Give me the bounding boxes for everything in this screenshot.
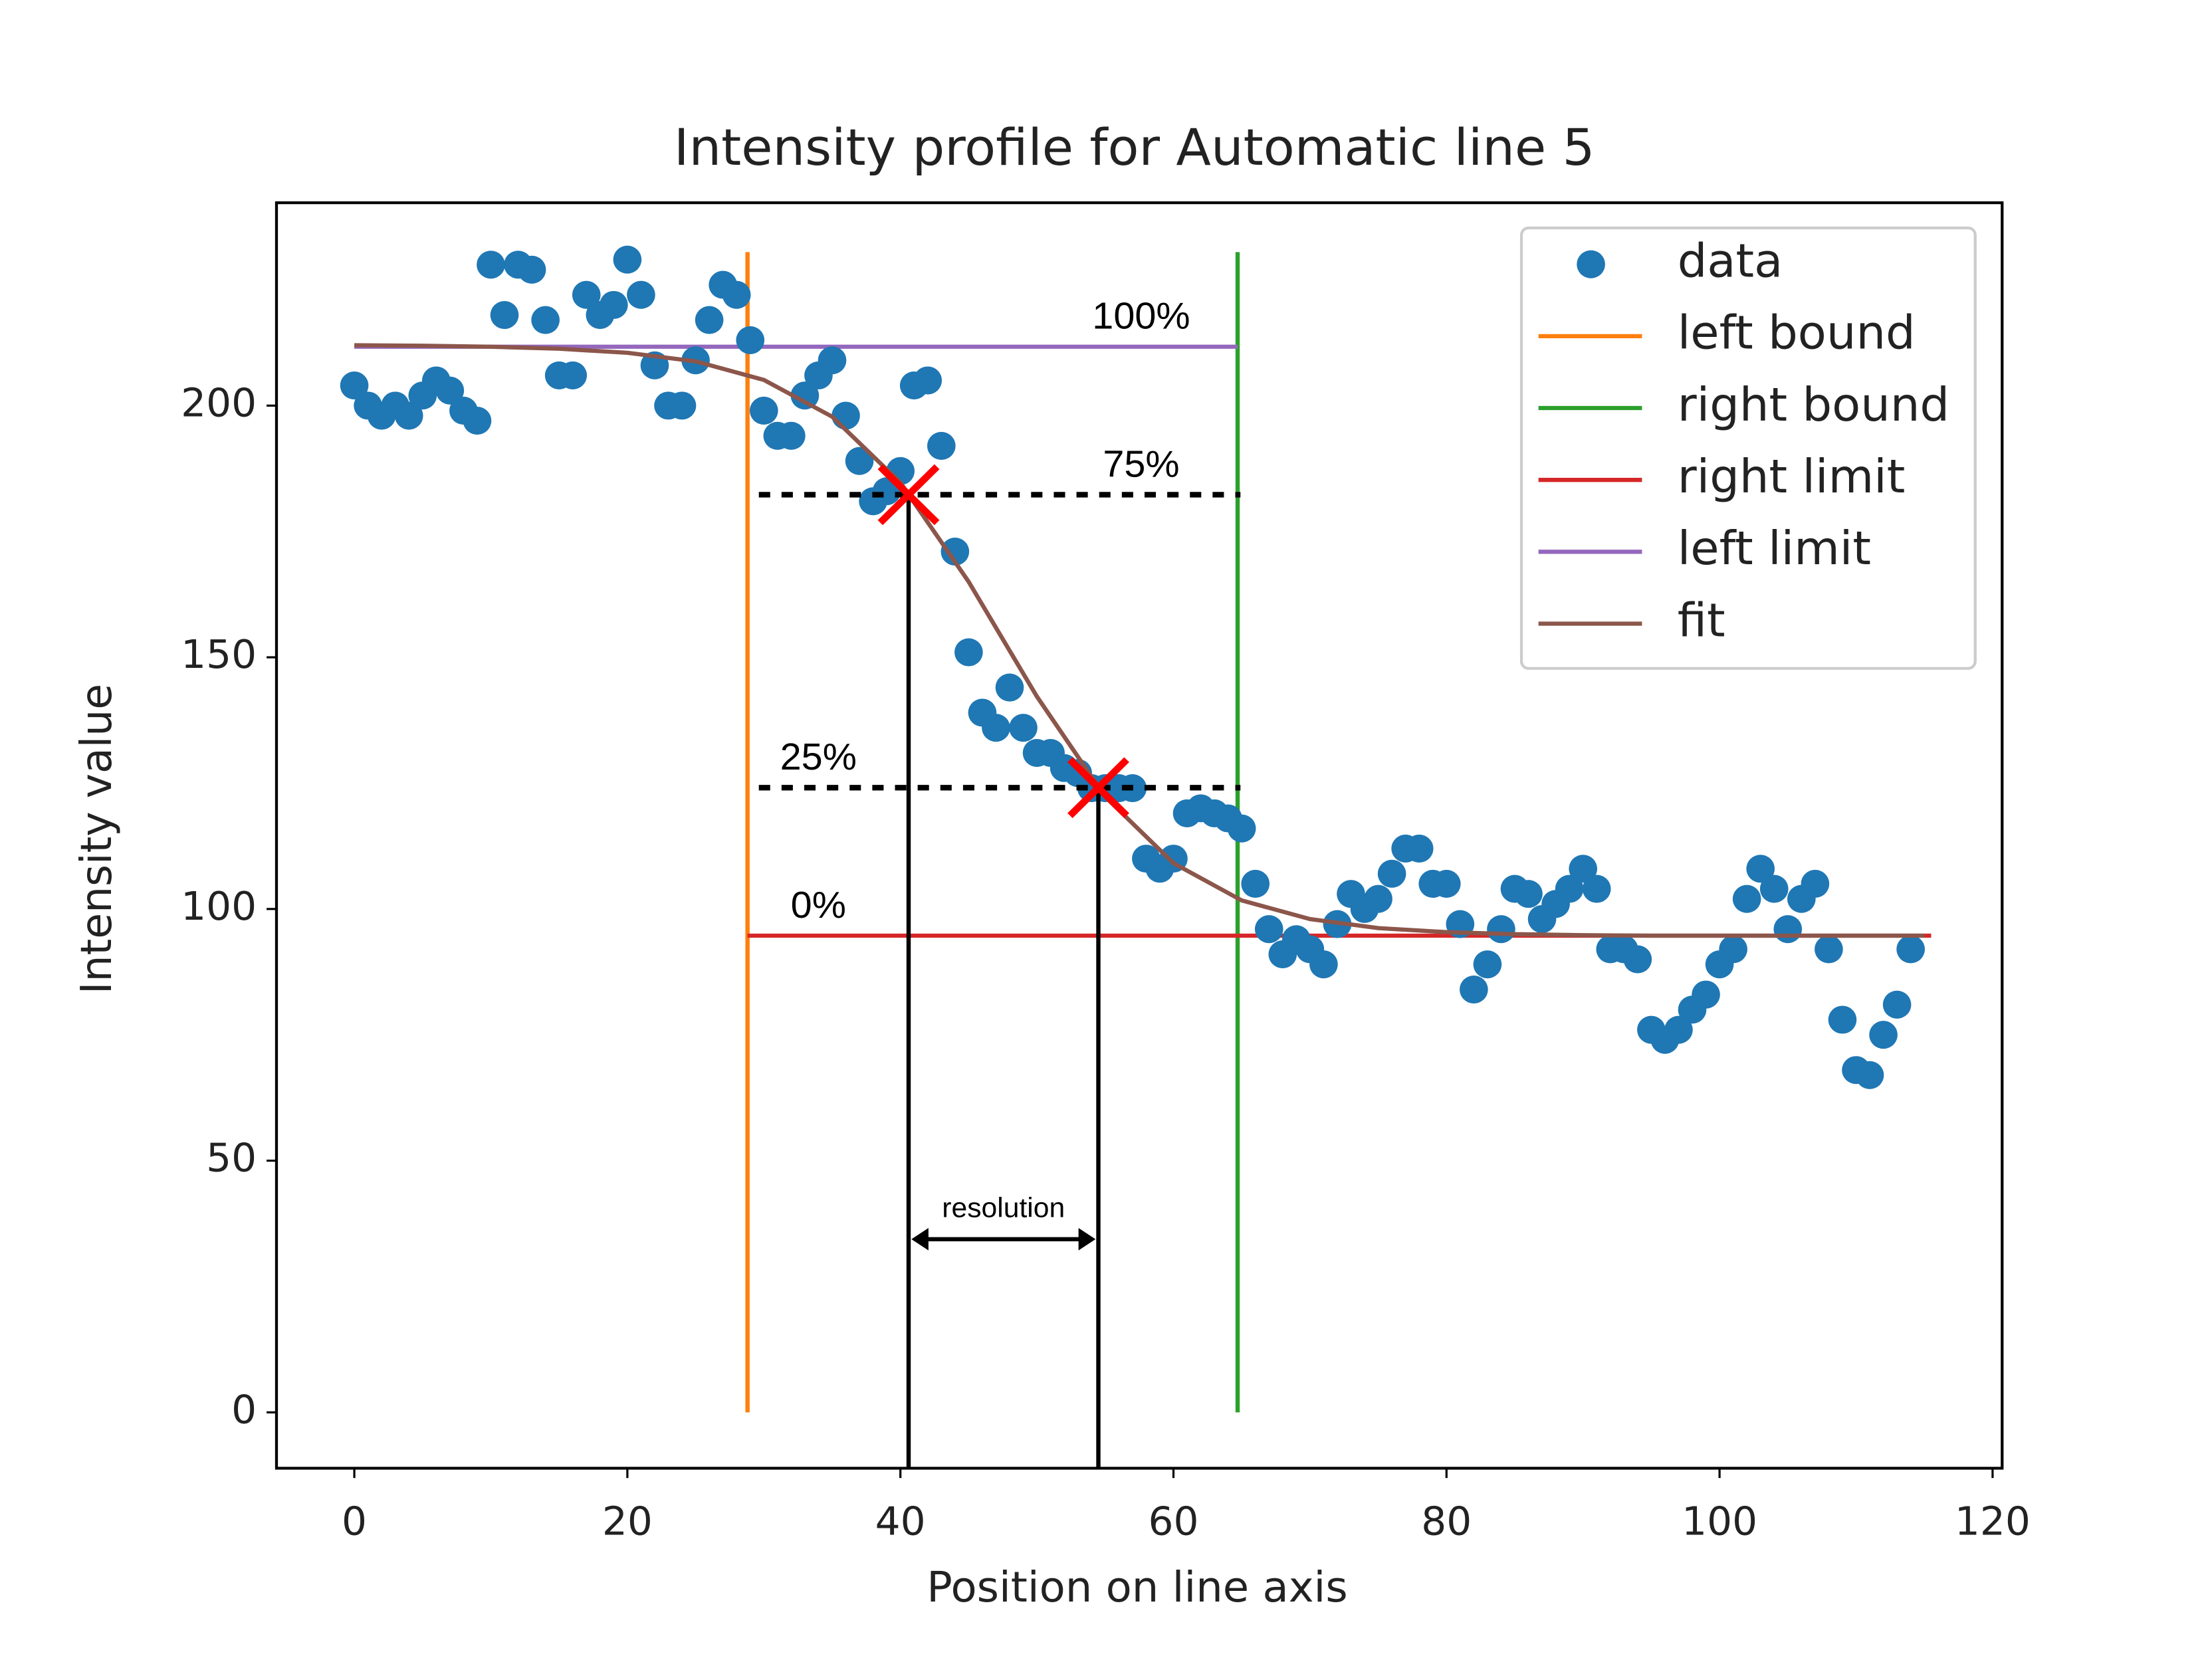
legend-label: right bound: [1678, 378, 1949, 431]
plot-frame: [275, 201, 2004, 1470]
data-point: [1364, 884, 1392, 913]
data-point: [777, 421, 806, 450]
cross-marker: [1067, 757, 1129, 819]
data-point: [1227, 814, 1256, 843]
data-point: [1815, 935, 1843, 964]
legend-marker: [1577, 250, 1605, 278]
data-point: [1460, 976, 1488, 1004]
data-point: [954, 638, 983, 667]
data-point: [490, 300, 519, 330]
data-point: [340, 371, 369, 400]
data-point: [1404, 834, 1434, 863]
data-point: [995, 673, 1024, 702]
x-tick-label: 20: [602, 1499, 653, 1544]
data-point: [667, 391, 697, 420]
legend-box: [1519, 226, 1977, 670]
y-tick-label: 50: [206, 1135, 257, 1181]
data-point: [600, 290, 628, 319]
data-point: [1855, 1061, 1884, 1089]
data-point: [1432, 869, 1461, 898]
data-point: [1241, 869, 1270, 898]
cross-stroke: [1067, 757, 1129, 819]
data-point: [477, 251, 505, 279]
legend-label: left bound: [1678, 306, 1916, 360]
x-tick-label: 40: [875, 1499, 926, 1544]
data-point: [627, 280, 655, 309]
data-point: [1309, 950, 1338, 979]
data-point: [463, 407, 492, 435]
data-point: [749, 396, 778, 425]
y-axis-label: Intensity value: [72, 684, 122, 994]
legend-label: right limit: [1678, 451, 1906, 504]
data-point: [940, 538, 970, 566]
data-point: [913, 366, 942, 395]
cross-stroke: [877, 464, 940, 526]
data-point: [394, 401, 423, 430]
data-point: [1896, 935, 1925, 964]
data-point: [1869, 1021, 1898, 1049]
x-tick-label: 60: [1148, 1499, 1198, 1544]
data-point: [1732, 884, 1761, 913]
x-tick-label: 100: [1682, 1499, 1757, 1544]
data-point: [1664, 1015, 1693, 1044]
data-point: [1514, 880, 1543, 908]
resolution-label: resolution: [942, 1192, 1065, 1223]
data-point: [736, 326, 765, 354]
data-point: [1828, 1005, 1857, 1034]
data-point: [435, 376, 465, 405]
data-point: [1882, 990, 1912, 1019]
data-point: [1487, 915, 1515, 944]
data-point: [1801, 869, 1830, 898]
data-point: [1719, 935, 1747, 964]
data-point: [722, 280, 751, 309]
level-label: 100%: [1092, 295, 1190, 338]
legend-label: fit: [1678, 594, 1725, 647]
data-point: [1759, 875, 1789, 903]
y-tick-label: 200: [181, 380, 257, 426]
x-tick-label: 0: [342, 1499, 367, 1544]
data-point: [1582, 875, 1611, 903]
data-point: [982, 714, 1010, 742]
cross-marker: [877, 464, 940, 526]
level-label: 75%: [1103, 443, 1179, 486]
data-point: [790, 381, 820, 410]
data-point: [1623, 945, 1652, 974]
data-point: [1254, 915, 1283, 944]
legend-label: left limit: [1678, 522, 1871, 575]
data-point: [1473, 950, 1502, 979]
y-tick-label: 100: [181, 883, 257, 929]
chart-title: Intensity profile for Automatic line 5: [674, 118, 1595, 177]
data-point: [845, 447, 874, 475]
data-point: [1746, 855, 1775, 883]
data-point: [531, 306, 560, 334]
data-point: [558, 361, 588, 389]
data-point: [613, 245, 642, 274]
y-tick-label: 150: [181, 631, 257, 677]
y-tick-label: 0: [231, 1387, 257, 1433]
data-point: [572, 280, 601, 309]
data-point: [695, 306, 724, 334]
data-point: [1377, 859, 1406, 888]
data-point: [1773, 915, 1803, 944]
x-tick-label: 120: [1955, 1499, 2031, 1544]
data-point: [1569, 855, 1598, 883]
level-label: 0%: [791, 884, 846, 926]
data-point: [831, 401, 860, 430]
data-point: [1692, 980, 1720, 1009]
level-label: 25%: [780, 736, 857, 779]
data-point: [927, 431, 956, 461]
x-tick-label: 80: [1421, 1499, 1472, 1544]
data-point: [1555, 875, 1584, 903]
legend-label: data: [1678, 235, 1783, 288]
series-line: [354, 343, 1925, 938]
data-point: [517, 255, 546, 284]
data-point: [818, 346, 847, 375]
x-axis-label: Position on line axis: [927, 1562, 1347, 1611]
data-point: [1009, 714, 1038, 742]
